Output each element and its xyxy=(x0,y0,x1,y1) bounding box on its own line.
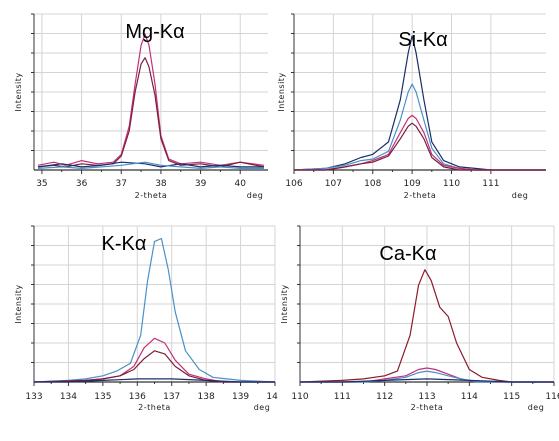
x-tick-label: 40 xyxy=(235,179,247,189)
x-tick-label: 35 xyxy=(36,179,47,189)
x-tick-label: 138 xyxy=(198,392,215,402)
x-tick-label: 39 xyxy=(195,179,207,189)
mg-k-series-4-line xyxy=(37,161,264,169)
si-k-series-1-line xyxy=(293,35,546,171)
x-tick-label: 133 xyxy=(25,392,42,402)
mg-k-x-axis-label: 2-theta xyxy=(135,191,168,200)
x-tick-label: 136 xyxy=(129,392,146,402)
x-tick-label: 109 xyxy=(404,179,421,189)
x-tick-label: 107 xyxy=(325,179,342,189)
x-tick-label: 114 xyxy=(461,392,478,402)
si-k-y-axis-label: Intensity xyxy=(278,72,286,111)
k-k-series-1-line xyxy=(33,237,276,383)
ca-k-title: Ca-Kα xyxy=(379,243,436,265)
x-tick-label: 111 xyxy=(334,392,351,402)
k-k-x-axis-label: 2-theta xyxy=(138,403,171,412)
k-k-y-axis-label: Intensity xyxy=(14,284,23,323)
x-tick-label: 135 xyxy=(94,392,111,402)
x-tick-label: 38 xyxy=(155,179,167,189)
x-tick-label: 137 xyxy=(163,392,180,402)
si-k-x-axis-label: 2-theta xyxy=(404,191,437,200)
ca-k-series-4-line xyxy=(300,378,554,383)
mg-k-series-2-line xyxy=(37,57,265,168)
ca-ka-chart: 110 111 112 113 114 115 116 Ca-Kα Intensity 2-the… xyxy=(280,225,559,412)
si-k-series-2-line xyxy=(293,83,546,171)
mg-ka-chart: 35 36 37 38 39 40 Mg-Kα Intensity 2-theta deg xyxy=(14,13,268,200)
x-tick-label: 115 xyxy=(503,392,520,402)
ca-k-x-unit-label: deg xyxy=(528,403,545,412)
x-tick-label: 110 xyxy=(443,179,460,189)
ca-k-x-axis-label: 2-theta xyxy=(411,403,444,412)
k-k-title: K-Kα xyxy=(102,233,147,255)
si-k-series-3-line xyxy=(294,114,546,171)
x-tick-label: 140 xyxy=(266,392,278,402)
x-tick-label: 110 xyxy=(291,392,308,402)
x-tick-label: 134 xyxy=(60,392,77,402)
x-tick-label: 113 xyxy=(418,392,435,402)
x-tick-label: 108 xyxy=(364,179,381,189)
x-tick-label: 37 xyxy=(116,179,127,189)
k-k-series-4-line xyxy=(34,378,275,383)
k-k-series-2-line xyxy=(33,337,275,383)
si-k-series-4-line xyxy=(294,122,546,171)
k-k-series-3-line xyxy=(33,350,275,383)
mg-k-y-axis-label: Intensity xyxy=(14,72,23,111)
ca-k-y-axis-label: Intensity xyxy=(280,284,289,323)
si-k-x-unit-label: deg xyxy=(512,191,529,200)
x-tick-label: 116 xyxy=(545,392,559,402)
mg-k-series-3-line xyxy=(37,161,264,168)
mg-k-series-1-line xyxy=(37,33,265,166)
si-ka-chart: 106 107 108 109 110 111 Si-Kα Intensity 2-theta d… xyxy=(278,13,546,200)
x-tick-label: 36 xyxy=(76,179,88,189)
si-k-title: Si-Kα xyxy=(398,29,447,51)
x-tick-label: 139 xyxy=(232,392,249,402)
x-tick-label: 106 xyxy=(285,179,302,189)
mg-k-title: Mg-Kα xyxy=(125,21,184,43)
x-tick-label: 111 xyxy=(482,179,499,189)
mg-k-x-unit-label: deg xyxy=(247,191,264,200)
ca-k-series-1-line xyxy=(299,269,554,383)
k-ka-chart: 133 134 135 136 137 138 139 140 K-Kα Intensity 2-t… xyxy=(14,225,278,412)
x-tick-label: 112 xyxy=(376,392,393,402)
k-k-x-unit-label: deg xyxy=(254,403,271,412)
